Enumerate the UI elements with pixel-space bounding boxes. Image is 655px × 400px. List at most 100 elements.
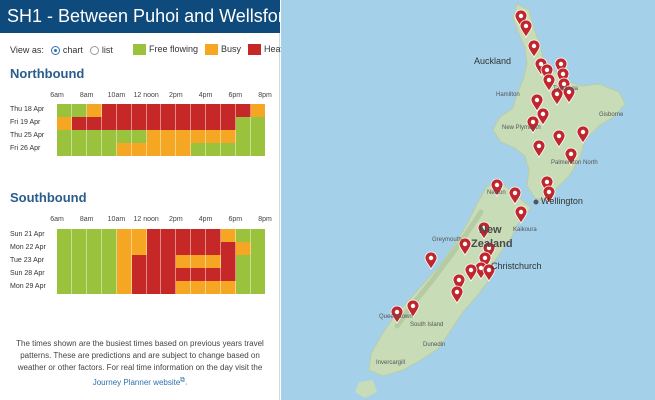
time-slot-cell xyxy=(176,255,192,268)
time-slot-cell xyxy=(101,143,117,156)
time-slot-cell xyxy=(206,104,222,117)
southbound-tick-label: 12 noon xyxy=(133,216,159,223)
time-slot-cell xyxy=(161,229,177,242)
view-as-label: View as: xyxy=(10,45,44,55)
location-pin-icon[interactable] xyxy=(550,87,564,106)
southbound-row: Tue 23 Apr xyxy=(0,255,280,268)
location-pin-icon[interactable] xyxy=(532,139,546,158)
location-pin-icon[interactable] xyxy=(464,263,478,282)
location-pin-icon[interactable] xyxy=(477,221,491,240)
map-label-wellington: Wellington xyxy=(541,196,583,206)
southbound-tick-label: 6am xyxy=(50,216,64,223)
time-slot-cell xyxy=(57,281,72,294)
map-label-greymouth: Greymouth xyxy=(432,237,462,243)
southbound-time-axis: 6am 8am 10am 12 noon 2pm 4pm 6pm 8pm xyxy=(50,216,272,226)
location-pin-icon[interactable] xyxy=(406,299,420,318)
time-slot-cell xyxy=(250,229,265,242)
time-slot-cell xyxy=(206,229,222,242)
southbound-tick-label: 8am xyxy=(79,216,94,223)
time-slot-cell xyxy=(250,242,265,255)
southbound-slot-bar xyxy=(57,281,265,294)
time-slot-cell xyxy=(116,281,132,294)
time-slot-cell xyxy=(161,130,177,143)
chart-radio[interactable] xyxy=(50,45,60,55)
location-pin-icon[interactable] xyxy=(562,85,576,104)
southbound-day-label: Mon 22 Apr xyxy=(10,244,46,251)
location-pin-icon[interactable] xyxy=(458,237,472,256)
time-slot-cell xyxy=(71,130,87,143)
northbound-slot-bar xyxy=(57,104,265,117)
time-slot-cell xyxy=(86,104,102,117)
map-label-hamilton: Hamilton xyxy=(496,92,520,98)
map-label-queenstown: Queenstown xyxy=(379,314,413,320)
location-pin-icon[interactable] xyxy=(536,107,550,126)
time-slot-cell xyxy=(191,255,207,268)
time-slot-cell xyxy=(191,117,207,130)
location-pin-icon[interactable] xyxy=(514,205,528,224)
time-slot-cell xyxy=(131,255,147,268)
journey-planner-link[interactable]: Journey Planner website⧉ xyxy=(92,376,185,387)
time-slot-cell xyxy=(86,229,102,242)
southbound-row: Mon 29 Apr xyxy=(0,281,280,294)
nz-map[interactable]: Auckland Tauranga Hamilton New Plymouth … xyxy=(281,0,655,400)
map-label-palmerston-north: Palmerston North xyxy=(551,160,598,166)
list-radio-label[interactable]: list xyxy=(101,45,113,55)
location-pin-icon[interactable] xyxy=(390,305,404,324)
location-pin-icon[interactable] xyxy=(542,185,556,204)
location-pin-icon[interactable] xyxy=(424,251,438,270)
southbound-row: Mon 22 Apr xyxy=(0,242,280,255)
time-slot-cell xyxy=(71,143,87,156)
southbound-tick-label: 4pm xyxy=(198,216,213,223)
location-pin-icon[interactable] xyxy=(482,263,496,282)
time-slot-cell xyxy=(71,242,87,255)
northbound-tick-label: 8pm xyxy=(258,92,272,99)
time-slot-cell xyxy=(101,255,117,268)
location-pin-icon[interactable] xyxy=(490,178,504,197)
location-pin-icon[interactable] xyxy=(526,115,540,134)
southbound-tick-label: 6pm xyxy=(228,216,243,223)
location-pin-icon[interactable] xyxy=(552,129,566,148)
northbound-day-label: Fri 19 Apr xyxy=(10,119,41,126)
time-slot-cell xyxy=(161,104,177,117)
time-slot-cell xyxy=(146,104,162,117)
location-pin-icon[interactable] xyxy=(542,73,556,92)
time-slot-cell xyxy=(71,117,87,130)
location-pin-icon[interactable] xyxy=(556,67,570,86)
list-radio[interactable] xyxy=(89,45,99,55)
location-pin-icon[interactable] xyxy=(527,39,541,58)
location-pin-icon[interactable] xyxy=(519,19,533,38)
northbound-row: Thu 25 Apr xyxy=(0,130,280,143)
time-slot-cell xyxy=(116,229,132,242)
time-slot-cell xyxy=(176,104,192,117)
location-pin-icon[interactable] xyxy=(450,285,464,304)
time-slot-cell xyxy=(206,255,222,268)
map-label-new-plymouth: New Plymouth xyxy=(502,125,541,131)
time-slot-cell xyxy=(236,117,251,130)
time-slot-cell xyxy=(146,143,162,156)
location-pin-icon[interactable] xyxy=(452,273,466,292)
time-slot-cell xyxy=(86,143,102,156)
map-label-auckland: Auckland xyxy=(474,56,512,66)
location-pin-icon[interactable] xyxy=(530,93,544,112)
time-slot-cell xyxy=(57,117,72,130)
location-pin-icon[interactable] xyxy=(508,186,522,205)
northbound-slot-bar xyxy=(57,117,265,130)
location-pin-icon[interactable] xyxy=(564,147,578,166)
time-slot-cell xyxy=(191,268,207,281)
time-slot-cell xyxy=(116,117,132,130)
time-slot-cell xyxy=(221,268,237,281)
time-slot-cell xyxy=(236,104,251,117)
southbound-title: Southbound xyxy=(10,190,87,205)
time-slot-cell xyxy=(191,281,207,294)
wellington-dot xyxy=(533,199,539,205)
chart-radio-label[interactable]: chart xyxy=(62,45,83,55)
location-pin-icon[interactable] xyxy=(478,251,492,270)
journey-planner-link-text[interactable]: Journey Planner website xyxy=(92,377,181,387)
time-slot-cell xyxy=(86,268,102,281)
time-slot-cell xyxy=(131,242,147,255)
location-pin-icon[interactable] xyxy=(576,125,590,144)
time-slot-cell xyxy=(191,130,207,143)
traffic-panel: SH1 - Between Puhoi and Wellsford View a… xyxy=(0,0,299,400)
time-slot-cell xyxy=(221,255,237,268)
time-slot-cell xyxy=(101,242,117,255)
